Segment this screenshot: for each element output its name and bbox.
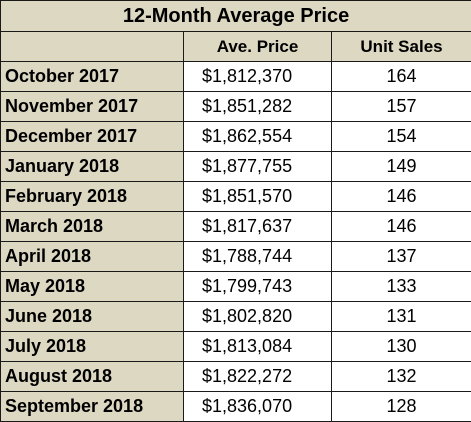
table-row: August 2018 $1,822,272 132 bbox=[1, 362, 471, 392]
sales-cell: 157 bbox=[332, 92, 471, 122]
price-column-header: Ave. Price bbox=[184, 32, 332, 62]
sales-cell: 146 bbox=[332, 212, 471, 242]
month-cell: June 2018 bbox=[1, 302, 184, 332]
month-cell: November 2017 bbox=[1, 92, 184, 122]
table-row: March 2018 $1,817,637 146 bbox=[1, 212, 471, 242]
month-column-header bbox=[1, 32, 184, 62]
price-cell: $1,877,755 bbox=[184, 152, 332, 182]
sales-cell: 164 bbox=[332, 62, 471, 92]
sales-cell: 137 bbox=[332, 242, 471, 272]
sales-cell: 128 bbox=[332, 392, 471, 422]
price-cell: $1,817,637 bbox=[184, 212, 332, 242]
price-cell: $1,812,370 bbox=[184, 62, 332, 92]
price-cell: $1,799,743 bbox=[184, 272, 332, 302]
price-cell: $1,836,070 bbox=[184, 392, 332, 422]
month-cell: July 2018 bbox=[1, 332, 184, 362]
table-row: September 2018 $1,836,070 128 bbox=[1, 392, 471, 422]
month-cell: August 2018 bbox=[1, 362, 184, 392]
month-cell: December 2017 bbox=[1, 122, 184, 152]
month-cell: February 2018 bbox=[1, 182, 184, 212]
column-header-row: Ave. Price Unit Sales bbox=[1, 32, 471, 62]
month-cell: March 2018 bbox=[1, 212, 184, 242]
title-row: 12-Month Average Price bbox=[1, 1, 471, 32]
price-cell: $1,813,084 bbox=[184, 332, 332, 362]
table-row: June 2018 $1,802,820 131 bbox=[1, 302, 471, 332]
price-cell: $1,822,272 bbox=[184, 362, 332, 392]
month-cell: May 2018 bbox=[1, 272, 184, 302]
price-cell: $1,788,744 bbox=[184, 242, 332, 272]
sales-cell: 154 bbox=[332, 122, 471, 152]
month-cell: October 2017 bbox=[1, 62, 184, 92]
sales-cell: 132 bbox=[332, 362, 471, 392]
table-row: April 2018 $1,788,744 137 bbox=[1, 242, 471, 272]
table-row: October 2017 $1,812,370 164 bbox=[1, 62, 471, 92]
table-row: November 2017 $1,851,282 157 bbox=[1, 92, 471, 122]
month-cell: April 2018 bbox=[1, 242, 184, 272]
price-cell: $1,851,570 bbox=[184, 182, 332, 212]
month-cell: January 2018 bbox=[1, 152, 184, 182]
sales-cell: 149 bbox=[332, 152, 471, 182]
sales-cell: 131 bbox=[332, 302, 471, 332]
price-cell: $1,862,554 bbox=[184, 122, 332, 152]
sales-cell: 130 bbox=[332, 332, 471, 362]
sales-cell: 133 bbox=[332, 272, 471, 302]
price-cell: $1,802,820 bbox=[184, 302, 332, 332]
table-row: July 2018 $1,813,084 130 bbox=[1, 332, 471, 362]
sales-cell: 146 bbox=[332, 182, 471, 212]
table-row: May 2018 $1,799,743 133 bbox=[1, 272, 471, 302]
table-title: 12-Month Average Price bbox=[1, 1, 471, 32]
table-body: October 2017 $1,812,370 164 November 201… bbox=[1, 62, 471, 422]
table-row: December 2017 $1,862,554 154 bbox=[1, 122, 471, 152]
table-row: January 2018 $1,877,755 149 bbox=[1, 152, 471, 182]
price-cell: $1,851,282 bbox=[184, 92, 332, 122]
table-row: February 2018 $1,851,570 146 bbox=[1, 182, 471, 212]
month-cell: September 2018 bbox=[1, 392, 184, 422]
sales-column-header: Unit Sales bbox=[332, 32, 471, 62]
